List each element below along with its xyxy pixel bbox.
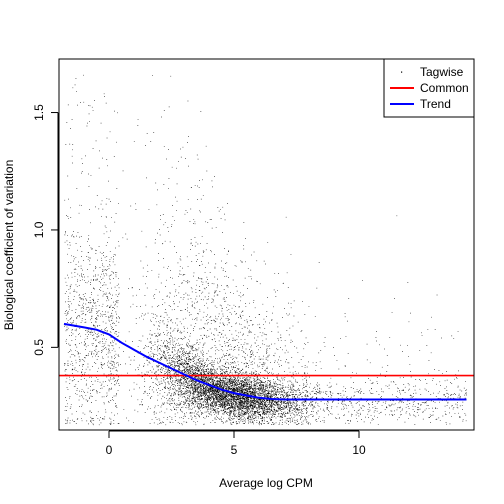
legend-label: Common <box>420 81 469 95</box>
tagwise-point-cloud <box>64 74 467 426</box>
fit-lines <box>59 322 474 401</box>
x-tick-label: 10 <box>352 443 366 457</box>
trend-line <box>63 322 467 401</box>
y-tick-label: 1.5 <box>32 104 46 121</box>
tagwise-points <box>64 74 467 426</box>
legend-label: Trend <box>420 97 451 111</box>
y-tick-label: 0.5 <box>32 339 46 356</box>
x-tick-label: 5 <box>231 443 238 457</box>
y-tick-label: 1.0 <box>32 221 46 238</box>
legend: Tagwise Common Trend <box>383 58 475 118</box>
x-axis-label: Average log CPM <box>219 476 313 490</box>
y-axis-label: Biological coefficient of variation <box>2 160 16 331</box>
plot-frame <box>58 58 475 431</box>
legend-dot-symbol <box>401 71 403 73</box>
axes: 0 5 10 0.5 1.0 1.5 <box>32 58 475 457</box>
x-tick-label: 0 <box>106 443 113 457</box>
legend-label: Tagwise <box>420 65 464 79</box>
